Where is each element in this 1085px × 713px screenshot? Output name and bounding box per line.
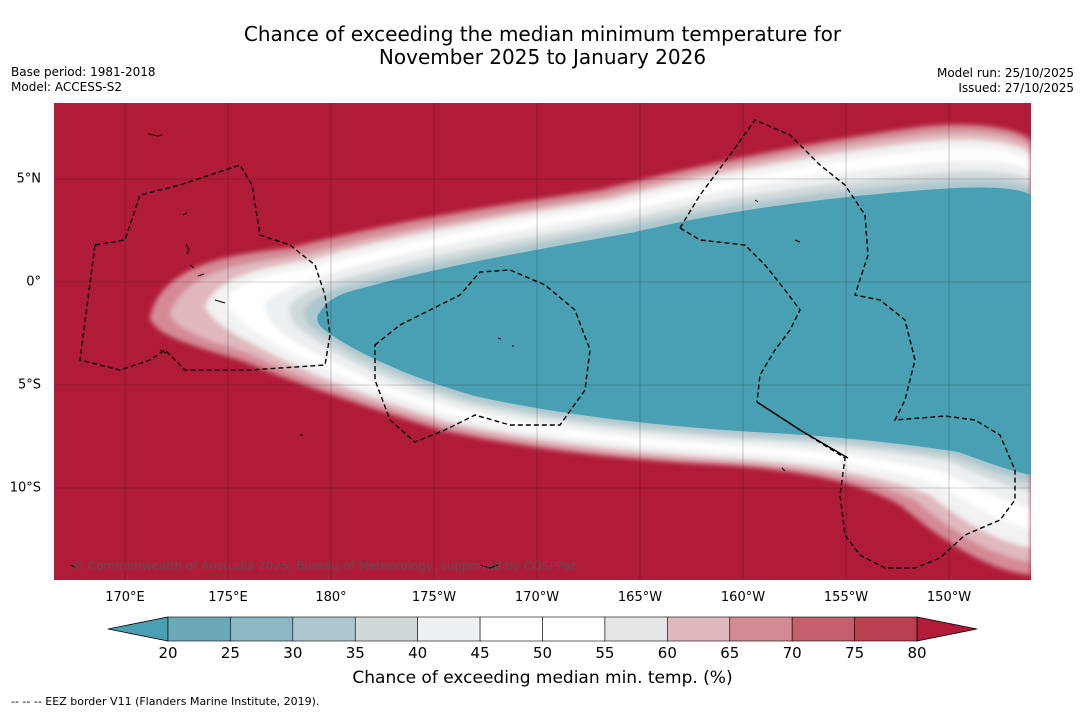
title-line-1: Chance of exceeding the median minimum t… (243, 22, 842, 46)
graticule (54, 103, 1031, 580)
lon-label-160w: 160°W (720, 590, 766, 605)
colorbar-bin-55-60 (604, 616, 668, 642)
colorbar-bin-60-65 (667, 616, 731, 642)
colorbar-tick-30: 30 (283, 644, 303, 662)
colorbar-tick-55: 55 (595, 644, 615, 662)
colorbar-tick-80: 80 (907, 644, 927, 662)
copyright-text: © Commonwealth of Australia 2025, Bureau… (72, 559, 577, 573)
model-run: Model run: 25/10/2025 (936, 66, 1074, 80)
colorbar-tick-75: 75 (845, 644, 865, 662)
meta-left: Base period: 1981-2018 Model: ACCESS-S2 (11, 65, 156, 95)
colorbar-tick-25: 25 (220, 644, 240, 662)
base-period: Base period: 1981-2018 (11, 65, 156, 79)
colorbar-bin-20-25 (167, 616, 231, 642)
colorbar-title: Chance of exceeding median min. temp. (%… (352, 668, 733, 688)
colorbar-bin-40-45 (417, 616, 481, 642)
lat-label-10s: 10°S (9, 480, 41, 496)
lon-label-175w: 175°W (411, 590, 457, 605)
title-line-2: November 2025 to January 2026 (378, 45, 707, 69)
colorbar-tick-60: 60 (657, 644, 677, 662)
eez-borders (79, 119, 1016, 569)
lon-label-180: 180° (315, 590, 347, 605)
issued-date: Issued: 27/10/2025 (958, 81, 1074, 95)
colorbar-bin-70-75 (791, 616, 855, 642)
colorbar-extend-high (916, 616, 978, 642)
lon-label-150w: 150°W (926, 590, 972, 605)
colorbar-bin-45-50 (479, 616, 543, 642)
eez-footnote: -- -- -- EEZ border V11 (Flanders Marine… (11, 695, 320, 708)
colorbar-tick-45: 45 (470, 644, 490, 662)
map-panel: © Commonwealth of Australia 2025, Bureau… (54, 103, 1031, 580)
colorbar-bin-25-30 (230, 616, 294, 642)
lon-label-170e: 170°E (105, 590, 145, 605)
lat-label-5s: 5°S (17, 377, 41, 393)
lon-label-165w: 165°W (617, 590, 663, 605)
colorbar-bin-75-80 (854, 616, 918, 642)
lon-label-155w: 155°W (823, 590, 869, 605)
lon-label-175e: 175°E (208, 590, 248, 605)
eez-tuvalu (79, 164, 331, 371)
lat-label-5n: 5°N (16, 171, 42, 187)
colorbar-bin-30-35 (292, 616, 356, 642)
colorbar-tick-50: 50 (532, 644, 553, 662)
meta-right: Model run: 25/10/2025 Issued: 27/10/2025 (937, 66, 1074, 96)
colorbar-bin-50-55 (542, 616, 606, 642)
colorbar-bin-35-40 (354, 616, 418, 642)
colorbar-bin-65-70 (729, 616, 793, 642)
eez-line-islands (679, 119, 1016, 569)
lat-label-0: 0° (26, 274, 41, 290)
colorbar (107, 616, 978, 642)
colorbar-tick-40: 40 (408, 644, 428, 662)
colorbar-tick-20: 20 (158, 644, 178, 662)
lon-label-170w: 170°W (514, 590, 560, 605)
islands (69, 133, 801, 569)
model-name: Model: ACCESS-S2 (11, 80, 123, 94)
solid-border (756, 401, 849, 459)
colorbar-tick-65: 65 (720, 644, 740, 662)
colorbar-extend-low (107, 616, 169, 642)
colorbar-tick-70: 70 (782, 644, 802, 662)
colorbar-tick-35: 35 (345, 644, 365, 662)
band-below-30 (317, 187, 1031, 475)
